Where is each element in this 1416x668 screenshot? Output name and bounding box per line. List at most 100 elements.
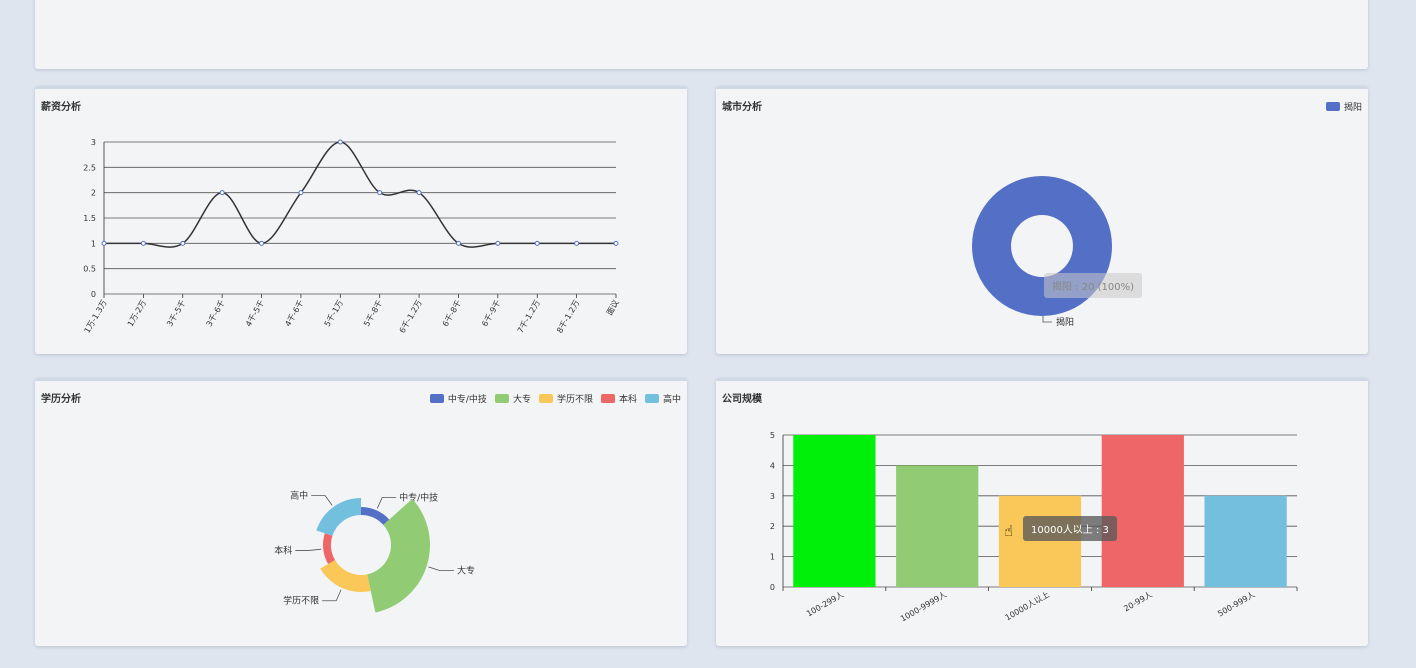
x-tick-label: 5千-8千: [361, 298, 384, 328]
legend-item-jieyang[interactable]: 揭阳: [1325, 100, 1362, 113]
data-point: [455, 240, 461, 246]
legend-item[interactable]: 本科: [600, 392, 637, 405]
data-point: [495, 240, 501, 246]
rose-slice: [361, 507, 390, 525]
x-tick-label: 6千-9千: [479, 298, 502, 328]
data-point: [259, 240, 265, 246]
label-line: [322, 589, 342, 602]
scale-bar-chart[interactable]: 0 1 2 3 4 5 100-299人 1000-9999人 10000人以上 20-99人 50…: [716, 381, 1368, 649]
bar: [793, 435, 876, 587]
x-tick-label: 7千-1.2万: [515, 298, 542, 335]
education-chart-card: 学历分析 中专/中技 大专 学历不限 本科 高中 中专/中技 大专 学历不限 本科 高中: [35, 378, 687, 646]
x-tick-label: 8千-1.2万: [554, 298, 581, 335]
top-panel: [35, 0, 1368, 69]
rose-slice: [320, 560, 371, 592]
education-chart-title: 学历分析: [41, 394, 81, 405]
rose-slice: [367, 498, 431, 613]
scale-chart-card: 公司规模 0 1 2 3 4 5 100-299人 1000-9999人 10000人以上 20-…: [716, 378, 1368, 646]
legend-label: 本科: [618, 395, 637, 405]
legend-item[interactable]: 高中: [644, 392, 681, 405]
data-point: [337, 139, 343, 145]
data-point: [219, 190, 225, 196]
data-point: [574, 240, 580, 246]
y-tick-label: 2: [91, 189, 96, 198]
x-tick-label: 面议: [605, 299, 621, 317]
y-tick-label: 2.5: [83, 163, 96, 172]
data-point: [416, 190, 422, 196]
x-tick-label: 20-99人: [1122, 590, 1154, 613]
y-tick-label: 1.5: [83, 214, 96, 223]
bar: [1204, 495, 1287, 587]
rose-label: 学历不限: [283, 595, 319, 607]
city-tooltip: 揭阳 : 20 (100%): [1044, 273, 1143, 298]
scale-tooltip: 10000人以上 : 3: [1023, 516, 1117, 541]
city-chart-card: 城市分析 揭阳 揭阳 揭阳 : 20 (100%): [716, 86, 1368, 354]
data-point: [613, 240, 619, 246]
y-tick-label: 1: [770, 553, 775, 562]
label-line: [295, 548, 322, 551]
y-tick-label: 4: [770, 461, 775, 470]
city-donut-chart[interactable]: 揭阳: [716, 89, 1368, 357]
data-point: [140, 240, 146, 246]
education-legend: 中专/中技 大专 学历不限 本科 高中: [429, 392, 681, 405]
legend-swatch: [1325, 102, 1340, 111]
label-line: [1042, 316, 1052, 323]
legend-label: 揭阳: [1343, 103, 1362, 113]
hand-pointer-icon: ☝: [1004, 522, 1014, 540]
data-point: [534, 240, 540, 246]
y-tick-label: 0: [91, 290, 96, 299]
city-legend: 揭阳: [1325, 100, 1362, 113]
y-tick-label: 3: [91, 138, 96, 147]
rose-label: 大专: [457, 565, 475, 577]
data-point: [377, 190, 383, 196]
rose-label: 中专/中技: [399, 491, 438, 503]
label-line: [311, 495, 333, 506]
pie-label: 揭阳: [1056, 316, 1074, 328]
y-tick-label: 2: [770, 522, 775, 531]
salary-series-line: [103, 141, 616, 248]
city-chart-title: 城市分析: [722, 102, 762, 113]
legend-item[interactable]: 学历不限: [538, 392, 593, 405]
x-tick-label: 4千-5千: [243, 298, 266, 328]
x-tick-label: 1万-2万: [126, 299, 148, 329]
legend-swatch: [494, 394, 509, 403]
rose-label: 高中: [290, 490, 308, 502]
bar: [1101, 435, 1184, 587]
bar: [998, 495, 1082, 587]
x-tick-label: 5千-1万: [322, 298, 345, 328]
y-tick-label: 1: [91, 239, 96, 248]
data-point: [298, 190, 304, 196]
legend-swatch: [429, 394, 444, 403]
legend-label: 高中: [662, 395, 681, 405]
x-tick-label: 4千-6千: [282, 298, 305, 328]
legend-label: 大专: [512, 395, 531, 405]
x-tick-label: 100-299人: [805, 590, 845, 619]
legend-swatch: [600, 394, 615, 403]
x-tick-label: 3千-5千: [164, 298, 187, 328]
legend-item[interactable]: 中专/中技: [429, 392, 487, 405]
rose-label: 本科: [274, 544, 292, 556]
y-tick-label: 5: [770, 431, 775, 440]
label-line: [428, 566, 454, 572]
x-tick-label: 3千-6千: [204, 298, 227, 328]
x-tick-label: 10000人以上: [1004, 590, 1051, 623]
salary-chart-title: 薪资分析: [41, 102, 81, 113]
salary-chart-card: 薪资分析 0 0.5 1 1.5 2 2.5 3 1万-1.3万 1万-2万 3千-5千 3千-6千…: [35, 86, 687, 354]
x-tick-label: 1万-1.3万: [83, 299, 109, 335]
legend-label: 学历不限: [556, 395, 593, 405]
salary-line-chart[interactable]: 0 0.5 1 1.5 2 2.5 3 1万-1.3万 1万-2万 3千-5千 3千-6千 4千-5千…: [35, 89, 687, 357]
legend-label: 中专/中技: [447, 395, 487, 405]
x-tick-label: 6千-1.2万: [397, 298, 424, 335]
label-line: [376, 497, 397, 509]
y-tick-label: 3: [770, 492, 775, 501]
rose-slice: [322, 533, 336, 564]
rose-slice: [316, 498, 361, 536]
bar: [896, 465, 979, 587]
y-tick-label: 0: [770, 583, 775, 592]
legend-item[interactable]: 大专: [494, 392, 531, 405]
legend-swatch: [538, 394, 553, 403]
data-point: [101, 240, 107, 246]
y-tick-label: 0.5: [83, 265, 96, 274]
legend-swatch: [644, 394, 659, 403]
